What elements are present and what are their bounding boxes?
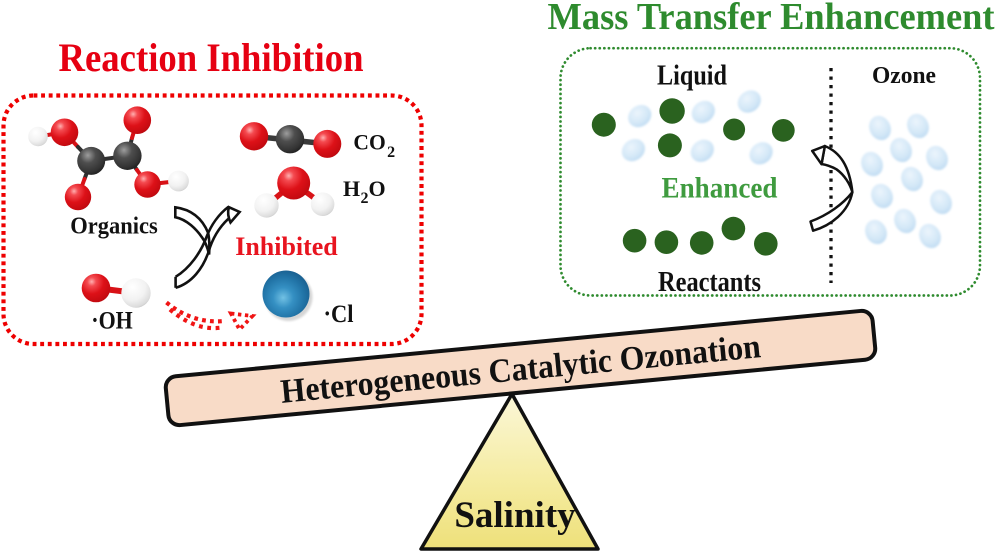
svg-text:Salinity: Salinity — [454, 495, 576, 536]
svg-text:Enhanced: Enhanced — [662, 172, 778, 205]
svg-text:·Cl: ·Cl — [324, 301, 354, 328]
svg-text:·OH: ·OH — [91, 308, 133, 335]
svg-text:Reactants: Reactants — [658, 266, 761, 298]
svg-text:Liquid: Liquid — [657, 60, 727, 91]
svg-text:Ozone: Ozone — [872, 63, 936, 89]
svg-text:Organics: Organics — [70, 214, 158, 240]
svg-text:2: 2 — [387, 144, 395, 161]
svg-text:H: H — [343, 176, 360, 201]
svg-text:CO: CO — [353, 129, 385, 154]
svg-text:Heterogeneous Catalytic Ozonat: Heterogeneous Catalytic Ozonation — [279, 328, 762, 411]
svg-text:Mass Transfer Enhancement: Mass Transfer Enhancement — [548, 0, 995, 38]
svg-text:Reaction Inhibition: Reaction Inhibition — [59, 35, 364, 80]
svg-text:2: 2 — [361, 190, 369, 207]
svg-text:Inhibited: Inhibited — [235, 231, 338, 261]
svg-text:O: O — [369, 176, 386, 201]
